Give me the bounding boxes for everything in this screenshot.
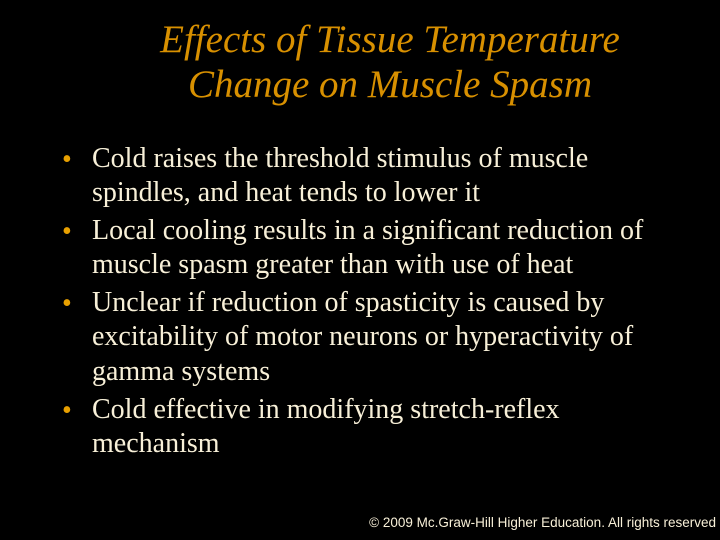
- bullet-text: Unclear if reduction of spasticity is ca…: [92, 286, 672, 388]
- bullet-text: Local cooling results in a significant r…: [92, 214, 672, 282]
- bullet-list: • Cold raises the threshold stimulus of …: [0, 108, 720, 461]
- bullet-dot-icon: •: [62, 393, 92, 428]
- bullet-text: Cold effective in modifying stretch-refl…: [92, 393, 672, 461]
- bullet-text: Cold raises the threshold stimulus of mu…: [92, 142, 672, 210]
- copyright-notice: © 2009 Mc.Graw-Hill Higher Education. Al…: [369, 515, 716, 530]
- slide-title: Effects of Tissue Temperature Change on …: [110, 18, 670, 108]
- bullet-item: • Local cooling results in a significant…: [62, 214, 672, 282]
- bullet-item: • Cold raises the threshold stimulus of …: [62, 142, 672, 210]
- bullet-item: • Unclear if reduction of spasticity is …: [62, 286, 672, 388]
- bullet-dot-icon: •: [62, 214, 92, 249]
- bullet-dot-icon: •: [62, 286, 92, 321]
- bullet-dot-icon: •: [62, 142, 92, 177]
- bullet-item: • Cold effective in modifying stretch-re…: [62, 393, 672, 461]
- slide-title-region: Effects of Tissue Temperature Change on …: [0, 0, 720, 108]
